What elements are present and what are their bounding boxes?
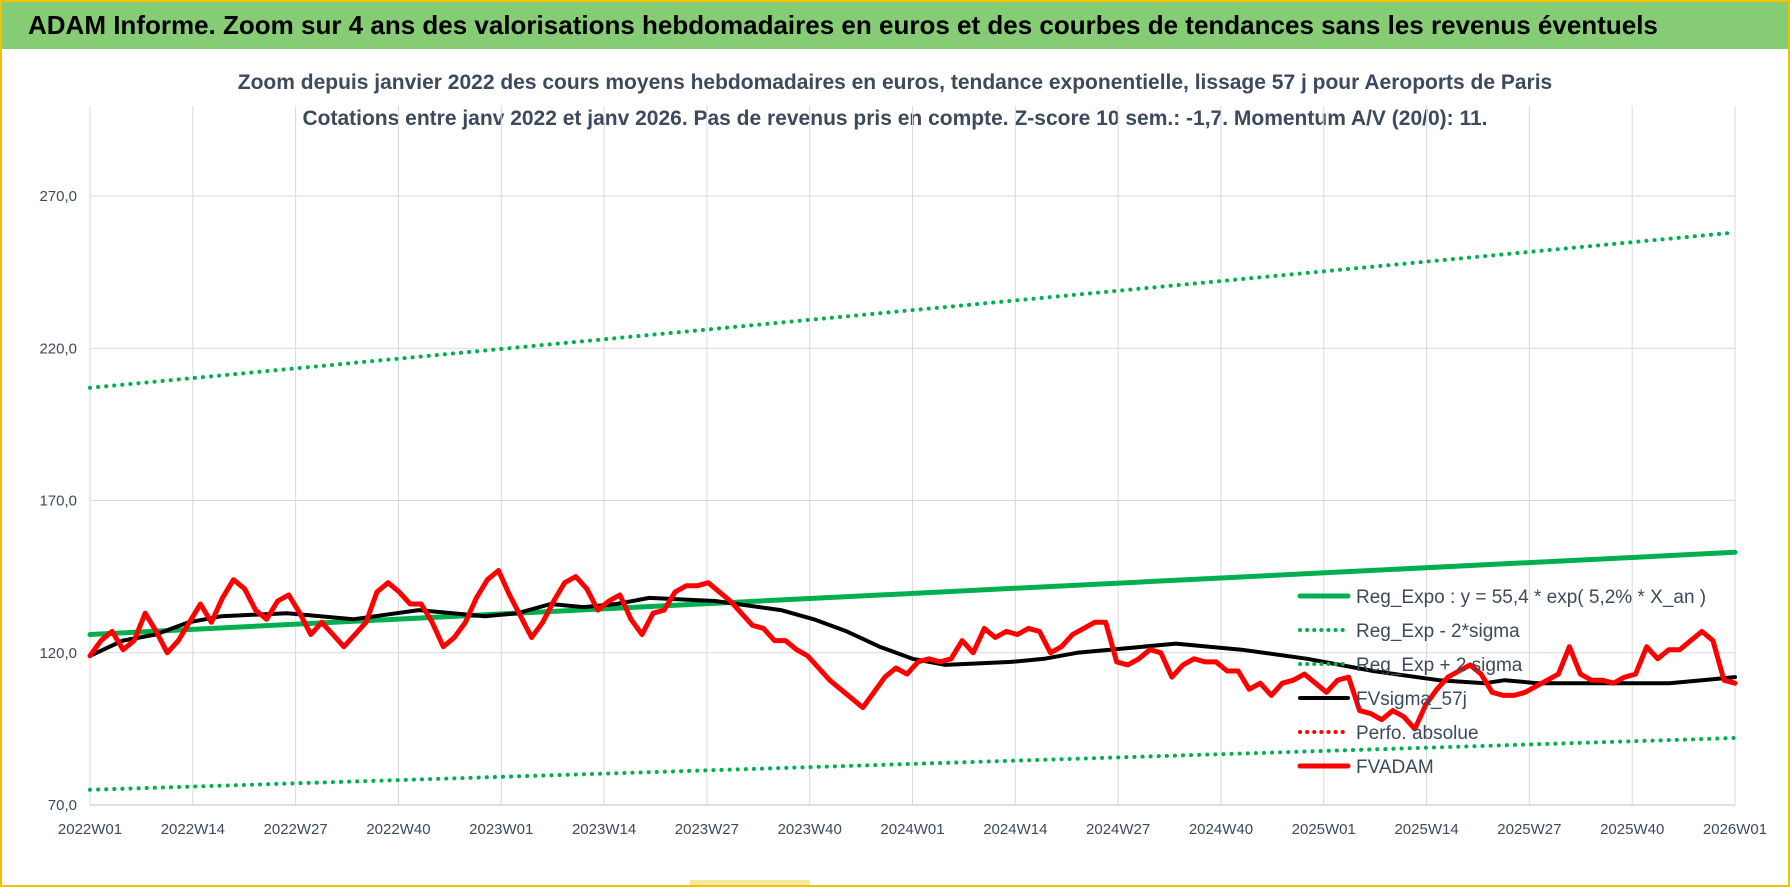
- bottom-accent: [690, 880, 810, 885]
- legend-label: Reg_Expo : y = 55,4 * exp( 5,2% * X_an ): [1356, 587, 1706, 608]
- x-tick-label: 2025W14: [1394, 821, 1458, 838]
- x-tick-label: 2022W27: [264, 821, 328, 838]
- y-axis-ticks: 70,0 120,0 170,0 220,0 270,0: [39, 188, 77, 814]
- x-tick-label: 2025W40: [1600, 821, 1664, 838]
- series-line-1: [88, 736, 1737, 792]
- legend-label: FVsigma_57j: [1356, 689, 1467, 710]
- y-tick-label: 220,0: [39, 340, 77, 357]
- x-tick-label: 2024W40: [1189, 821, 1253, 838]
- x-tick-label: 2022W01: [58, 821, 122, 838]
- x-tick-label: 2024W27: [1086, 821, 1150, 838]
- legend-label: FVADAM: [1356, 757, 1434, 778]
- x-tick-label: 2025W01: [1292, 821, 1356, 838]
- x-axis-ticks: 2022W01 2022W14 2022W27 2022W40 2023W01 2023W…: [58, 821, 1767, 838]
- grid-lines: [89, 106, 1736, 806]
- y-tick-label: 120,0: [39, 645, 77, 662]
- x-tick-label: 2026W01: [1703, 821, 1767, 838]
- x-tick-label: 2024W01: [880, 821, 944, 838]
- series-line-3: [88, 595, 1737, 686]
- y-tick-label: 170,0: [39, 493, 77, 510]
- x-tick-label: 2025W27: [1497, 821, 1561, 838]
- chart-title: Zoom depuis janvier 2022 des cours moyen…: [237, 71, 1553, 94]
- x-tick-label: 2023W40: [778, 821, 842, 838]
- banner-title: ADAM Informe. Zoom sur 4 ans des valoris…: [2, 2, 1788, 49]
- x-tick-label: 2024W14: [983, 821, 1047, 838]
- x-tick-label: 2023W27: [675, 821, 739, 838]
- x-tick-label: 2023W01: [469, 821, 533, 838]
- y-tick-label: 70,0: [48, 797, 77, 814]
- y-tick-label: 270,0: [39, 188, 77, 205]
- x-tick-label: 2022W14: [161, 821, 225, 838]
- legend-label: Reg_Exp - 2*sigma: [1356, 621, 1520, 642]
- x-tick-label: 2022W40: [366, 821, 430, 838]
- x-tick-label: 2023W14: [572, 821, 636, 838]
- legend: Reg_Expo : y = 55,4 * exp( 5,2% * X_an )…: [1297, 587, 1706, 778]
- series-lines: [87, 230, 1738, 792]
- chart-subtitle: Cotations entre janv 2022 et janv 2026. …: [302, 107, 1488, 130]
- series-line-2: [88, 230, 1737, 390]
- legend-label: Reg_Exp + 2 sigma: [1356, 655, 1523, 676]
- series-line-5: [87, 568, 1738, 732]
- legend-label: Perfo. absolue: [1356, 723, 1479, 744]
